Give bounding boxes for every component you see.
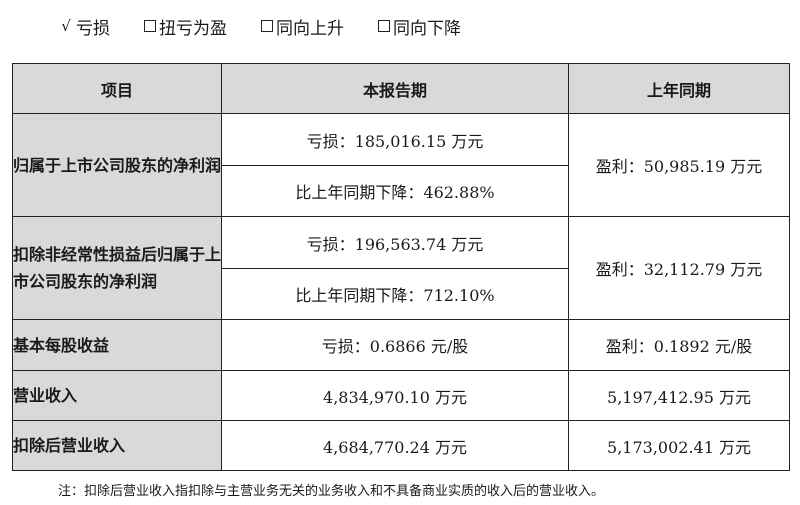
option-label: 同向上升 (276, 18, 344, 39)
performance-forecast-table: 项目 本报告期 上年同期 归属于上市公司股东的净利润 亏损：185,016.15… (12, 63, 790, 471)
row-label: 归属于上市公司股东的净利润 (12, 113, 222, 217)
prior-value: 5,173,002.41 万元 (568, 420, 790, 471)
prior-value: 5,197,412.95 万元 (568, 370, 790, 421)
table-row: 扣除非经常性损益后归属于上市公司股东的净利润 亏损：196,563.74 万元 … (12, 216, 790, 320)
checkbox-icon (261, 20, 273, 32)
row-label: 营业收入 (12, 370, 222, 421)
option-label: 扭亏为盈 (159, 18, 227, 39)
table-row: 归属于上市公司股东的净利润 亏损：185,016.15 万元 盈利：50,985… (12, 113, 790, 217)
table-row: 比上年同期下降：462.88% (13, 165, 790, 217)
current-value: 亏损：185,016.15 万元 (221, 113, 569, 166)
current-change: 比上年同期下降：462.88% (221, 165, 569, 217)
current-change: 比上年同期下降：712.10% (221, 268, 569, 320)
table-header-row: 项目 本报告期 上年同期 (12, 63, 790, 114)
option-loss: √ 亏损 (58, 14, 110, 39)
header-current-period: 本报告期 (221, 63, 569, 114)
checkbox-icon (144, 20, 156, 32)
checkbox-icon (378, 20, 390, 32)
option-label: 同向下降 (393, 18, 461, 39)
table-row: 营业收入 4,834,970.10 万元 5,197,412.95 万元 (12, 370, 790, 421)
row-label: 扣除后营业收入 (12, 420, 222, 471)
prior-value: 盈利：32,112.79 万元 (568, 216, 790, 320)
header-prior-period: 上年同期 (568, 63, 790, 114)
table-row: 基本每股收益 亏损：0.6866 元/股 盈利：0.1892 元/股 (12, 319, 790, 371)
current-value: 4,834,970.10 万元 (221, 370, 569, 421)
row-label: 基本每股收益 (12, 319, 222, 371)
prior-value: 盈利：50,985.19 万元 (568, 113, 790, 217)
current-value: 亏损：0.6866 元/股 (221, 319, 569, 371)
table-row: 比上年同期下降：712.10% (13, 268, 790, 320)
option-turnaround: 扭亏为盈 (144, 14, 227, 39)
forecast-type-options: √ 亏损 扭亏为盈 同向上升 同向下降 (58, 12, 495, 40)
check-mark-icon: √ (61, 17, 71, 35)
table-row: 扣除后营业收入 4,684,770.24 万元 5,173,002.41 万元 (12, 420, 790, 471)
header-item: 项目 (12, 63, 222, 114)
prior-value: 盈利：0.1892 元/股 (568, 319, 790, 371)
current-value: 4,684,770.24 万元 (221, 420, 569, 471)
option-label: 亏损 (76, 18, 110, 39)
option-increase: 同向上升 (261, 14, 344, 39)
row-label: 扣除非经常性损益后归属于上市公司股东的净利润 (12, 216, 222, 320)
current-value: 亏损：196,563.74 万元 (221, 216, 569, 269)
option-decrease: 同向下降 (378, 14, 461, 39)
footnote: 注：扣除后营业收入指扣除与主营业务无关的业务收入和不具备商业实质的收入后的营业收… (58, 484, 605, 499)
